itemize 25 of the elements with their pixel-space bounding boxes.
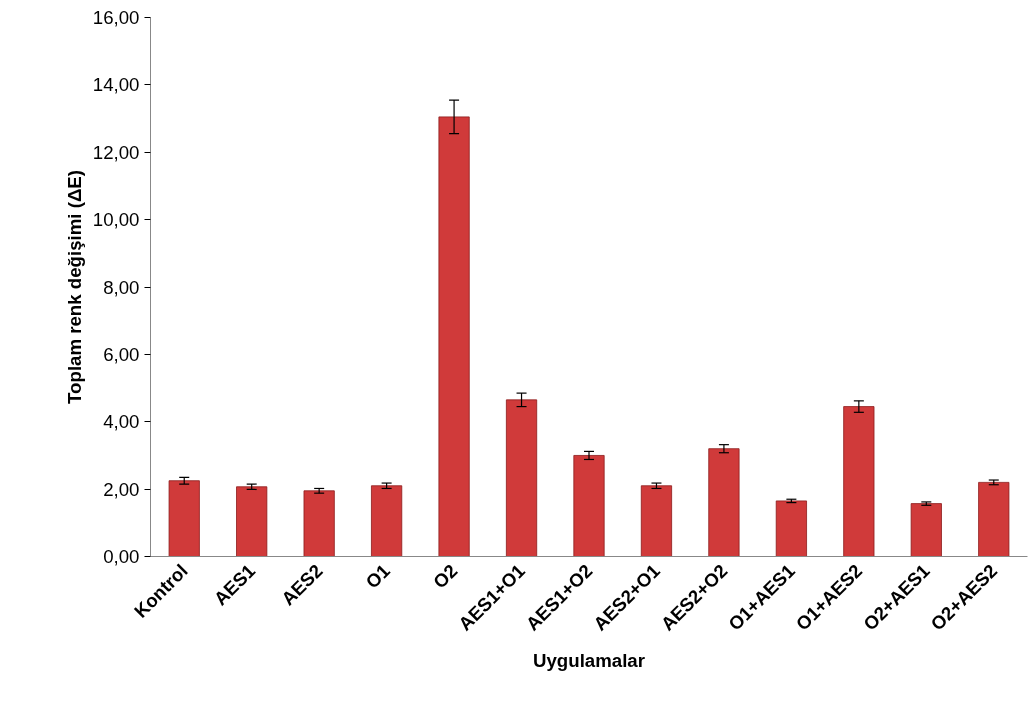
y-tick-label: 6,00 — [103, 343, 140, 365]
y-tick-label: 10,00 — [92, 209, 140, 231]
bar — [910, 503, 942, 557]
bar — [371, 485, 403, 557]
bar — [775, 500, 807, 557]
y-tick-label: 14,00 — [92, 74, 140, 96]
y-tick-label: 12,00 — [92, 141, 140, 163]
bar — [573, 455, 605, 557]
y-tick-label: 8,00 — [103, 276, 140, 298]
y-axis-title: Toplam renk değişimi (ΔE) — [63, 170, 85, 404]
bar — [640, 485, 673, 557]
bar — [168, 480, 200, 557]
bar — [438, 116, 470, 557]
bar — [303, 490, 335, 557]
bar — [236, 486, 268, 557]
bar — [978, 481, 1010, 557]
bar — [843, 406, 875, 557]
y-tick-label: 2,00 — [103, 478, 140, 500]
bar — [708, 448, 740, 557]
x-tick-label: O2 — [429, 560, 462, 593]
x-axis-title: Uygulamalar — [533, 650, 645, 672]
y-tick-label: 16,00 — [92, 7, 140, 28]
y-tick-label: 4,00 — [103, 411, 140, 433]
x-tick-label: O1 — [361, 560, 395, 593]
bar — [505, 399, 538, 557]
